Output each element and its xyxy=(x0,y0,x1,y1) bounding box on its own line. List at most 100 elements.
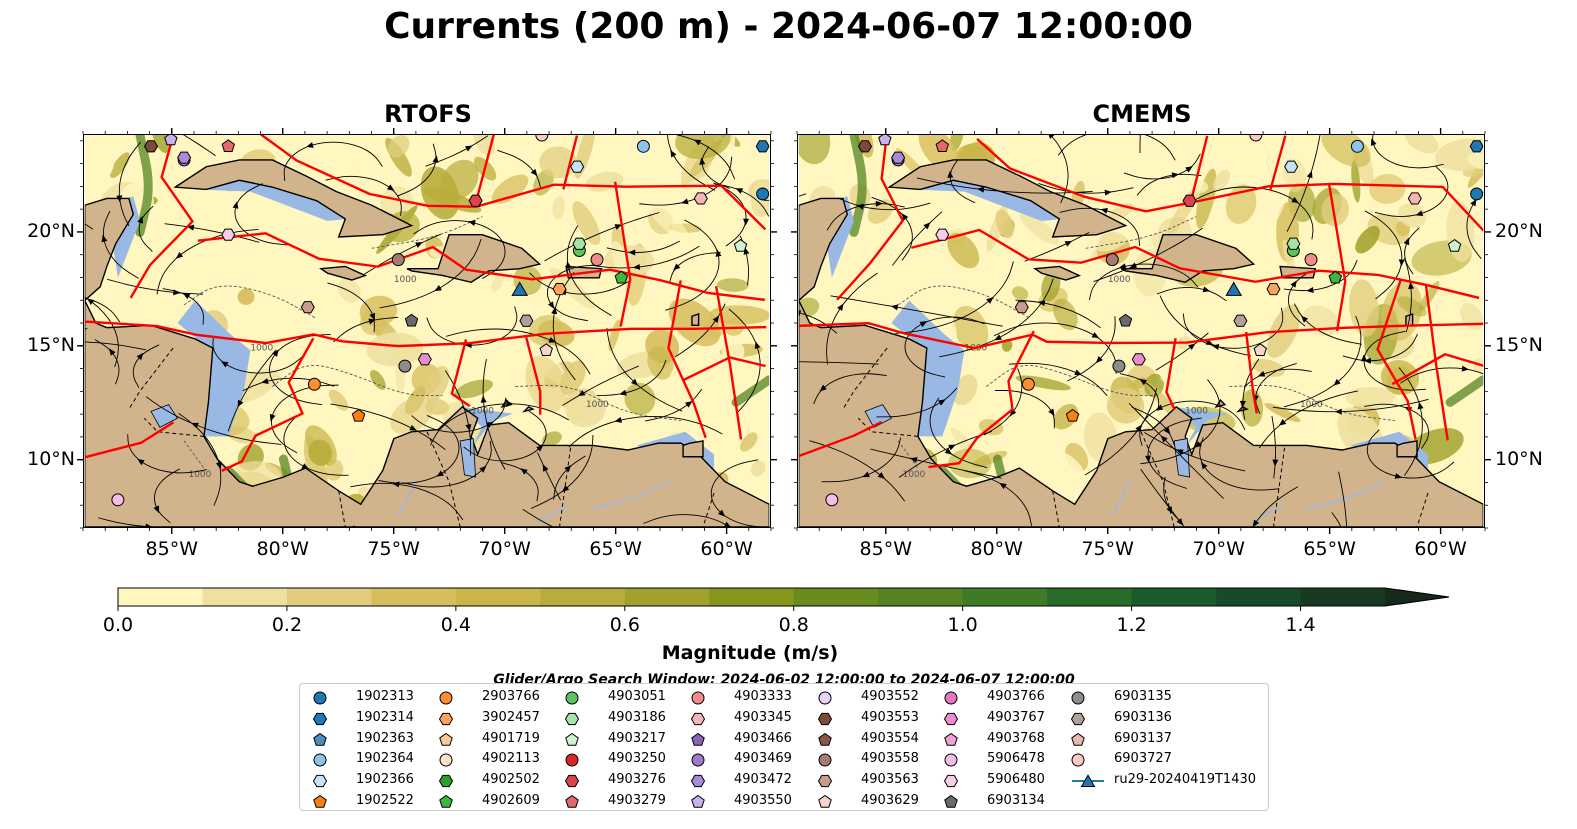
x-tick-label: 60°W xyxy=(700,538,753,560)
streamline-arrow xyxy=(1398,259,1405,267)
boundary-line xyxy=(84,320,767,348)
streamline-arrow xyxy=(479,465,487,473)
legend-marker xyxy=(312,775,328,788)
streamline-arrow xyxy=(1160,435,1168,443)
bathymetry-contour xyxy=(183,285,317,319)
legend-label: 1902364 xyxy=(356,751,414,767)
colorbar-outline xyxy=(117,587,1450,607)
streamline-arrow xyxy=(1188,343,1196,350)
streamline xyxy=(1128,403,1224,499)
legend-label: 4903276 xyxy=(608,772,666,788)
streamline xyxy=(430,403,569,446)
streamline-arrow xyxy=(565,261,572,269)
legend-label: 4903469 xyxy=(734,751,792,767)
float-markers xyxy=(111,135,770,507)
streamline xyxy=(283,141,383,182)
land xyxy=(682,440,704,458)
country-border xyxy=(338,490,346,527)
streamline-arrow xyxy=(910,457,918,463)
streamline-arrow xyxy=(272,349,279,357)
streamline xyxy=(566,225,612,317)
streamline-arrow xyxy=(1257,370,1266,377)
float-1902313-rtofs xyxy=(756,187,770,201)
streamline-arrow xyxy=(614,224,623,230)
legend-label: 6903137 xyxy=(1114,730,1172,746)
legend-marker xyxy=(817,775,833,788)
magnitude-patch xyxy=(985,135,1011,152)
magnitude-patch xyxy=(1264,403,1301,423)
streamline xyxy=(546,264,595,322)
magnitude-patch xyxy=(608,319,621,352)
float-4903276-cmems xyxy=(1182,194,1197,207)
streamline xyxy=(763,199,770,201)
streamline xyxy=(963,469,1032,526)
float-4902609-rtofs xyxy=(614,270,629,284)
magnitude-patch xyxy=(750,460,766,477)
float-5906478-rtofs xyxy=(111,493,125,507)
float-4903279-rtofs xyxy=(221,139,235,153)
colorbar-tick-label: 1.2 xyxy=(1116,614,1147,636)
streamline-arrow xyxy=(153,505,160,514)
streamline xyxy=(1059,207,1140,246)
colorbar-level xyxy=(202,588,288,606)
streamline-arrow xyxy=(1135,424,1142,432)
river xyxy=(1306,481,1385,510)
streamline-arrow xyxy=(919,321,928,328)
streamline xyxy=(898,430,992,478)
magnitude-patch xyxy=(950,135,964,152)
streamline xyxy=(798,312,838,334)
magnitude-patch xyxy=(272,221,328,258)
streamline xyxy=(710,459,770,527)
streamline-arrow xyxy=(1176,449,1184,456)
float-2903766-rtofs xyxy=(307,377,321,391)
country-border xyxy=(1052,490,1060,527)
float-4903472-rtofs xyxy=(177,151,192,164)
magnitude-patch xyxy=(370,369,386,390)
legend-label: 4903051 xyxy=(608,689,666,704)
streamline xyxy=(1286,135,1321,232)
y-tick-label: 15°N xyxy=(1495,333,1543,356)
streamline-arrow xyxy=(1037,300,1046,307)
float-5906480-cmems xyxy=(935,228,950,241)
legend-marker xyxy=(565,794,579,808)
magnitude-patch xyxy=(237,288,255,305)
magnitude-patch xyxy=(552,196,565,220)
colorbar-tick-label: 1.4 xyxy=(1285,614,1316,636)
streamline-arrow xyxy=(432,155,439,163)
legend-label: 6903136 xyxy=(1114,709,1172,725)
legend-marker xyxy=(438,712,454,725)
legend-label: 4903768 xyxy=(987,730,1045,746)
float-4903333-rtofs xyxy=(590,253,604,267)
streamlines xyxy=(84,135,770,527)
legend-marker xyxy=(944,753,958,767)
strong-current-band xyxy=(1445,375,1484,407)
streamline-arrow xyxy=(1185,166,1193,173)
legend-label: 4903558 xyxy=(861,751,919,767)
float-2903766-cmems xyxy=(1021,377,1035,391)
legend-label: 3902457 xyxy=(482,709,540,725)
legend-marker xyxy=(312,712,328,725)
legend-label: 1902366 xyxy=(356,772,414,788)
legend-marker xyxy=(313,732,327,746)
magnitude-patch xyxy=(1076,268,1109,304)
streamline-arrow xyxy=(1290,280,1297,288)
bathymetry-contour xyxy=(515,384,681,421)
river xyxy=(592,481,671,510)
float-4903550-cmems xyxy=(878,135,892,146)
legend-label: 4903217 xyxy=(608,730,666,746)
float-3902457-cmems xyxy=(1266,283,1281,296)
legend-marker xyxy=(565,753,579,767)
float-1902366-rtofs xyxy=(570,160,585,173)
legend-marker xyxy=(313,794,327,808)
magnitude-patch xyxy=(572,201,601,245)
streamline-arrow xyxy=(901,213,909,221)
streamline xyxy=(665,219,720,311)
magnitude-patch xyxy=(1404,135,1439,154)
legend-marker xyxy=(944,794,958,808)
streamline-arrow xyxy=(577,390,586,397)
streamline xyxy=(378,415,460,484)
boundary-line xyxy=(1391,353,1484,386)
boundary-line xyxy=(928,330,1035,469)
colorbar-level xyxy=(371,588,457,606)
legend-label: 4903629 xyxy=(861,793,919,808)
